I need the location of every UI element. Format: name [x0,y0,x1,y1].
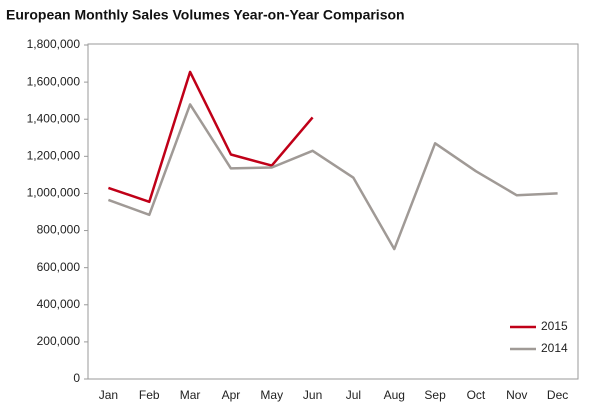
y-tick-label: 1,200,000 [27,149,81,163]
x-tick-label: Jun [303,388,322,402]
y-tick-label: 1,600,000 [27,74,81,88]
x-tick-label: Aug [384,388,405,402]
x-tick-label: Jan [99,388,118,402]
y-tick-label: 200,000 [37,334,81,348]
chart-title: European Monthly Sales Volumes Year-on-Y… [6,7,405,23]
legend-label: 2015 [541,319,568,333]
y-tick-label: 800,000 [37,223,81,237]
y-tick-label: 1,400,000 [27,111,81,125]
x-tick-label: Apr [222,388,241,402]
legend-label: 2014 [541,341,568,355]
y-tick-label: 1,000,000 [27,186,81,200]
x-tick-label: Jul [346,388,361,402]
x-tick-label: Sep [424,388,446,402]
y-tick-label: 600,000 [37,260,81,274]
series-line [107,70,314,204]
y-tick-label: 0 [73,371,80,385]
x-tick-label: Nov [506,388,527,402]
x-tick-label: May [260,388,283,402]
x-tick-label: Feb [139,388,160,402]
y-tick-label: 1,800,000 [27,37,81,51]
plot-frame [87,43,579,380]
x-tick-label: Oct [467,388,486,402]
series-line [107,103,558,251]
y-tick-label: 400,000 [37,297,81,311]
x-tick-label: Dec [547,388,568,402]
x-tick-label: Mar [180,388,201,402]
